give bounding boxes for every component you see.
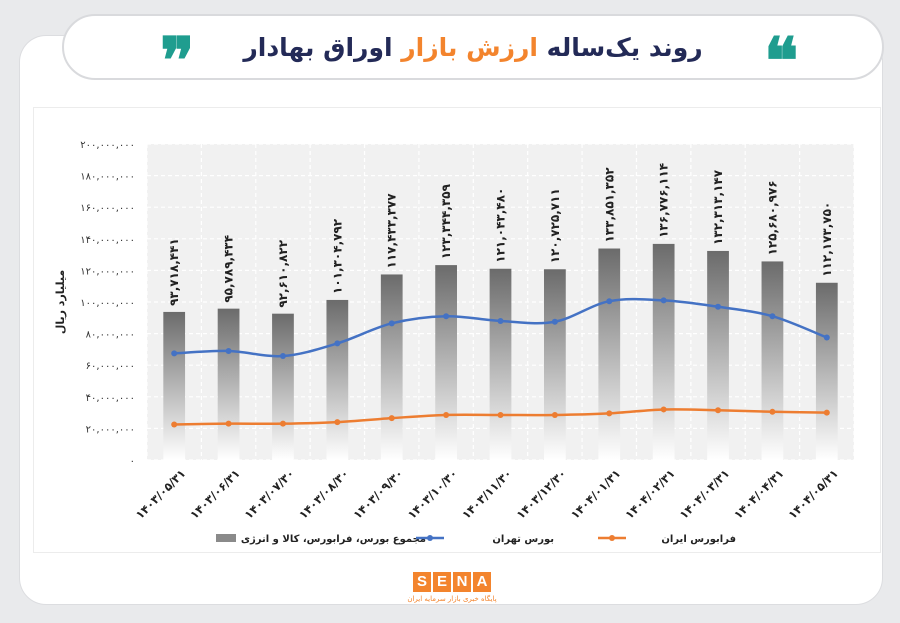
x-tick-label: ۱۴۰۴/۰۲/۳۱ [622, 466, 678, 522]
legend-key-marker [609, 535, 615, 541]
x-tick-label: ۱۴۰۳/۰۹/۳۰ [350, 466, 406, 522]
x-tick-label: ۱۴۰۴/۰۴/۳۱ [731, 466, 787, 522]
y-tick-label: ۲۰,۰۰۰,۰۰۰ [86, 424, 135, 435]
y-tick-label: ۴۰,۰۰۰,۰۰۰ [86, 393, 135, 404]
title-part1: روند یک‌ساله [537, 33, 703, 62]
series-point [715, 303, 722, 310]
bar-data-label: ۱۰۱,۳۰۴,۷۹۲ [330, 218, 344, 294]
bar [435, 265, 457, 460]
bar-data-label: ۱۱۲,۱۷۳,۷۵۰ [820, 202, 834, 277]
y-tick-label: ۸۰,۰۰۰,۰۰۰ [86, 330, 135, 341]
y-tick-label: ۱۰۰,۰۰۰,۰۰۰ [80, 298, 135, 309]
page-title: روند یک‌ساله ارزش بازار اوراق بهادار [64, 33, 882, 62]
x-tick-label: ۱۴۰۳/۱۲/۳۰ [513, 466, 569, 522]
bar [815, 282, 838, 460]
series-point [171, 421, 178, 428]
series-point [660, 297, 667, 304]
logo-letter: S [413, 572, 431, 592]
y-tick-label: ۱۶۰,۰۰۰,۰۰۰ [80, 203, 135, 214]
bar [163, 311, 186, 460]
series-point [551, 318, 558, 325]
x-tick-label: ۱۴۰۴/۰۵/۳۱ [785, 466, 841, 522]
chart-svg: ۰ ۲۰,۰۰۰,۰۰۰ ۴۰,۰۰۰,۰۰۰ ۶۰,۰۰۰,۰۰۰ ۸۰,۰۰۰,۰۰… [54, 140, 855, 545]
series-point [823, 409, 830, 416]
y-tick-label: ۱۴۰,۰۰۰,۰۰۰ [80, 235, 135, 246]
bar [761, 261, 784, 460]
x-tick-label: ۱۴۰۳/۰۵/۳۱ [133, 466, 189, 522]
y-tick-label: ۲۰۰,۰۰۰,۰۰۰ [80, 140, 135, 151]
bar [652, 243, 675, 460]
y-tick-label: ۱۲۰,۰۰۰,۰۰۰ [80, 266, 135, 277]
x-tick-label: ۱۴۰۳/۱۰/۳۰ [405, 466, 461, 522]
y-tick-label: ۶۰,۰۰۰,۰۰۰ [86, 361, 135, 372]
legend-label: بورس تهران [492, 534, 554, 545]
series-point [388, 415, 395, 422]
x-tick-label: ۱۴۰۴/۰۳/۳۱ [677, 466, 733, 522]
y-axis-title: میلیارد ریال [54, 270, 67, 334]
x-tick-label: ۱۴۰۳/۰۷/۳۰ [242, 466, 298, 522]
x-tick-label: ۱۴۰۳/۰۶/۳۱ [187, 466, 243, 522]
logo-letter: A [473, 572, 491, 592]
legend-label: مجموع بورس، فرابورس، کالا و انرژی [241, 534, 426, 545]
bar-data-label: ۱۱۷,۴۳۳,۳۷۷ [385, 193, 399, 269]
series-point [171, 350, 178, 357]
bar [380, 274, 403, 460]
x-tick-label: ۱۴۰۳/۰۸/۳۰ [296, 466, 352, 522]
series-point [551, 411, 558, 418]
series-point [660, 406, 667, 413]
quote-open-icon: ❞ [160, 24, 195, 99]
legend-key-marker [427, 535, 433, 541]
bar-data-label: ۱۳۲,۳۱۳,۱۴۷ [711, 169, 725, 245]
series-point [279, 353, 286, 360]
bar [272, 313, 294, 460]
series-point [279, 420, 286, 427]
y-tick-label: ۰ [130, 456, 135, 467]
series-point [388, 320, 395, 327]
series-point [225, 420, 232, 427]
bar [489, 268, 512, 460]
bar [707, 250, 729, 460]
series-point [497, 411, 504, 418]
bar [217, 308, 240, 460]
legend-label: فرابورس ایران [661, 534, 736, 545]
title-part2: اوراق بهادار [243, 33, 402, 62]
bar [544, 269, 566, 460]
bar-data-label: ۹۳,۷۱۸,۴۴۱ [167, 238, 181, 306]
y-tick-label: ۱۸۰,۰۰۰,۰۰۰ [80, 172, 135, 183]
x-tick-label: ۱۴۰۴/۰۱/۳۱ [568, 466, 624, 522]
title-banner: ❞ روند یک‌ساله ارزش بازار اوراق بهادار ❝ [62, 14, 884, 94]
logo-subtitle: پایگاه خبری بازار سرمایه ایران [407, 595, 497, 603]
series-point [334, 419, 341, 426]
series-point [715, 407, 722, 414]
logo-letter: E [433, 572, 451, 592]
bar-data-label: ۱۲۵,۶۸۰,۹۷۶ [765, 180, 779, 255]
chart-panel: ۰ ۲۰,۰۰۰,۰۰۰ ۴۰,۰۰۰,۰۰۰ ۶۰,۰۰۰,۰۰۰ ۸۰,۰۰۰,۰۰… [33, 107, 881, 553]
quote-close-icon: ❝ [764, 24, 799, 99]
series-point [823, 334, 830, 341]
series-point [225, 347, 232, 354]
logo-letter: N [453, 572, 471, 592]
series-point [769, 408, 776, 415]
bar-data-label: ۹۵,۷۸۹,۴۳۴ [222, 235, 236, 303]
bar-data-label: ۱۲۰,۷۲۵,۷۱۱ [548, 188, 562, 263]
series-point [334, 340, 341, 347]
series-point [497, 317, 504, 324]
bar [598, 248, 621, 460]
series-point [443, 313, 450, 320]
series-point [606, 410, 613, 417]
legend-key-bar [216, 534, 236, 542]
series-point [769, 313, 776, 320]
x-tick-label: ۱۴۰۳/۱۱/۳۰ [459, 466, 515, 522]
bar-data-label: ۱۲۳,۳۴۴,۳۵۹ [439, 183, 453, 259]
bar-data-label: ۱۳۶,۷۷۶,۱۱۴ [657, 163, 671, 238]
series-point [606, 298, 613, 305]
bar-data-label: ۱۲۱,۰۴۳,۴۸۰ [494, 188, 508, 263]
series-point [443, 411, 450, 418]
bar-data-label: ۹۲,۶۱۰,۸۲۲ [276, 239, 290, 307]
bar [326, 299, 349, 460]
title-highlight: ارزش بازار [401, 33, 538, 62]
bar-data-label: ۱۳۳,۸۵۱,۳۵۲ [602, 167, 616, 243]
